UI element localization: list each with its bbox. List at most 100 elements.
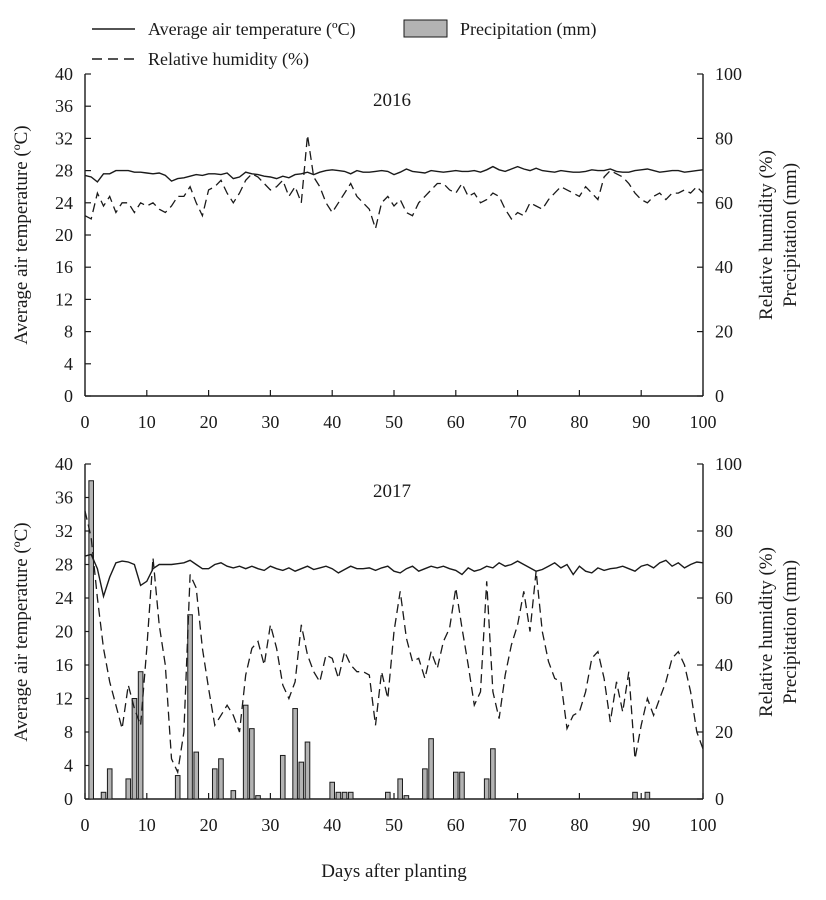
x-tick-label: 10 bbox=[138, 412, 156, 432]
right-tick-label: 0 bbox=[715, 386, 724, 406]
x-tick-label: 50 bbox=[385, 412, 403, 432]
precip-bar bbox=[137, 671, 144, 800]
precip-bar bbox=[329, 781, 335, 800]
panel-2016: Average air temperature (ºC) Relative hu… bbox=[11, 64, 801, 432]
x-tick-label: 80 bbox=[570, 412, 588, 432]
legend-temp-label: Average air temperature (ºC) bbox=[148, 19, 356, 40]
temperature-line bbox=[84, 553, 704, 599]
left-tick-label: 0 bbox=[64, 789, 73, 809]
right-axis-title-precip-2016: Precipitation (mm) bbox=[780, 163, 801, 307]
left-tick-label: 32 bbox=[55, 128, 73, 148]
precip-bar bbox=[304, 741, 311, 800]
x-tick-label: 100 bbox=[690, 412, 717, 432]
x-tick-label: 90 bbox=[632, 815, 650, 835]
x-tick-label: 40 bbox=[323, 815, 341, 835]
left-tick-label: 24 bbox=[55, 193, 73, 213]
precip-bar bbox=[347, 791, 354, 800]
right-tick-label: 40 bbox=[715, 257, 733, 277]
precip-bar bbox=[341, 791, 348, 800]
right-tick-label: 80 bbox=[715, 521, 733, 541]
right-tick-label: 100 bbox=[715, 64, 742, 84]
x-axis-title: Days after planting bbox=[321, 861, 467, 882]
precip-bar bbox=[279, 754, 286, 800]
precip-bar bbox=[298, 761, 305, 800]
left-tick-label: 8 bbox=[64, 722, 73, 742]
precip-bar bbox=[242, 704, 249, 800]
left-tick-label: 24 bbox=[55, 588, 73, 608]
x-tick-label: 60 bbox=[447, 412, 465, 432]
precip-bar bbox=[483, 778, 490, 800]
x-tick-label: 40 bbox=[323, 412, 341, 432]
precip-bar bbox=[100, 791, 107, 800]
precip-bar bbox=[335, 791, 342, 800]
left-axis-title-2016: Average air temperature (ºC) bbox=[11, 125, 32, 344]
precip-bar bbox=[422, 768, 428, 800]
right-tick-label: 60 bbox=[715, 193, 733, 213]
x-tick-label: 30 bbox=[261, 815, 279, 835]
left-tick-label: 12 bbox=[55, 689, 73, 709]
left-tick-label: 36 bbox=[55, 488, 73, 508]
precip-bar bbox=[632, 791, 638, 800]
precip-bar bbox=[490, 748, 496, 800]
precip-bar bbox=[385, 791, 391, 800]
x-tick-label: 90 bbox=[632, 412, 650, 432]
right-axis-title-precip-2017: Precipitation (mm) bbox=[780, 560, 801, 704]
left-tick-label: 32 bbox=[55, 521, 73, 541]
precip-bar bbox=[230, 790, 237, 800]
legend-rh-label: Relative humidity (%) bbox=[148, 49, 309, 70]
precip-bar bbox=[211, 768, 218, 800]
precip-bar bbox=[255, 795, 261, 800]
precip-bar bbox=[187, 614, 193, 800]
precip-bar bbox=[131, 698, 138, 800]
left-tick-label: 4 bbox=[64, 354, 73, 374]
left-tick-label: 20 bbox=[55, 225, 73, 245]
x-tick-label: 0 bbox=[81, 815, 90, 835]
right-axis-title-rh-2016: Relative humidity (%) bbox=[756, 150, 777, 320]
right-tick-label: 20 bbox=[715, 722, 733, 742]
x-tick-label: 0 bbox=[81, 412, 90, 432]
left-tick-label: 12 bbox=[55, 289, 73, 309]
precip-bar bbox=[453, 771, 459, 800]
precip-bar bbox=[174, 775, 181, 800]
left-tick-label: 28 bbox=[55, 161, 73, 181]
right-tick-label: 0 bbox=[715, 789, 724, 809]
precip-bar bbox=[106, 768, 113, 800]
x-tick-label: 100 bbox=[690, 815, 717, 835]
right-tick-label: 20 bbox=[715, 322, 733, 342]
left-tick-label: 28 bbox=[55, 555, 73, 575]
right-tick-label: 80 bbox=[715, 128, 733, 148]
right-tick-label: 100 bbox=[715, 454, 742, 474]
left-tick-label: 40 bbox=[55, 64, 73, 84]
x-tick-label: 20 bbox=[200, 412, 218, 432]
x-tick-label: 60 bbox=[447, 815, 465, 835]
x-tick-label: 70 bbox=[509, 815, 527, 835]
x-tick-label: 20 bbox=[200, 815, 218, 835]
left-tick-label: 20 bbox=[55, 622, 73, 642]
left-tick-label: 16 bbox=[55, 257, 73, 277]
humidity-line bbox=[84, 510, 704, 775]
legend: Average air temperature (ºC) Precipitati… bbox=[92, 19, 596, 70]
humidity-line bbox=[84, 135, 704, 232]
left-tick-label: 8 bbox=[64, 322, 73, 342]
legend-precip-label: Precipitation (mm) bbox=[460, 19, 596, 40]
x-tick-label: 80 bbox=[570, 815, 588, 835]
left-axis-title-2017: Average air temperature (ºC) bbox=[11, 522, 32, 741]
precip-bar bbox=[88, 480, 94, 800]
x-tick-label: 50 bbox=[385, 815, 403, 835]
panel-2017: Average air temperature (ºC) Relative hu… bbox=[11, 454, 801, 835]
x-tick-label: 30 bbox=[261, 412, 279, 432]
precip-bar bbox=[193, 751, 200, 800]
precip-bar bbox=[397, 778, 403, 800]
precip-bar bbox=[292, 708, 298, 800]
precip-bar bbox=[218, 758, 224, 800]
right-tick-label: 40 bbox=[715, 655, 733, 675]
left-tick-label: 36 bbox=[55, 96, 73, 116]
precip-bar bbox=[403, 795, 410, 800]
precip-bar bbox=[125, 778, 132, 800]
precip-bar bbox=[644, 791, 651, 800]
left-tick-label: 4 bbox=[64, 756, 73, 776]
right-axis-title-rh-2017: Relative humidity (%) bbox=[756, 547, 777, 717]
left-tick-label: 40 bbox=[55, 454, 73, 474]
year-label: 2017 bbox=[373, 481, 411, 502]
